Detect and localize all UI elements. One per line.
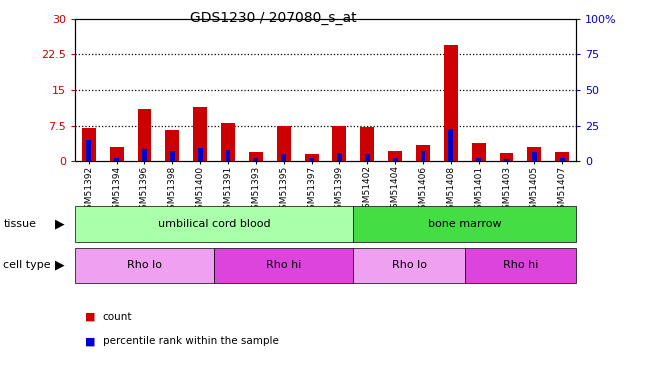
Text: percentile rank within the sample: percentile rank within the sample (103, 336, 279, 346)
Bar (560, 158, 564, 161)
Bar (527, 147, 542, 161)
Bar (504, 159, 509, 161)
Text: ▶: ▶ (55, 217, 64, 231)
Bar (165, 130, 179, 161)
Text: cell type: cell type (3, 260, 51, 270)
Bar (75, 248, 214, 283)
Text: count: count (103, 312, 132, 322)
Text: tissue: tissue (3, 219, 36, 229)
Bar (226, 150, 230, 161)
Text: GDS1230 / 207080_s_at: GDS1230 / 207080_s_at (190, 11, 357, 25)
Bar (353, 248, 465, 283)
Bar (253, 158, 258, 161)
Bar (532, 152, 537, 161)
Bar (82, 128, 96, 161)
Text: Rho lo: Rho lo (391, 260, 426, 270)
Bar (221, 123, 235, 161)
Text: Rho hi: Rho hi (266, 260, 301, 270)
Bar (393, 158, 398, 161)
Bar (449, 129, 453, 161)
Bar (416, 145, 430, 161)
Bar (305, 154, 318, 161)
Bar (388, 151, 402, 161)
Bar (555, 152, 569, 161)
Bar (365, 154, 370, 161)
Bar (499, 153, 514, 161)
Bar (465, 248, 576, 283)
Bar (281, 154, 286, 161)
Bar (472, 143, 486, 161)
Text: umbilical cord blood: umbilical cord blood (158, 219, 270, 229)
Bar (170, 151, 174, 161)
Bar (137, 109, 152, 161)
Bar (109, 147, 124, 161)
Bar (337, 153, 342, 161)
Bar (309, 158, 314, 161)
Bar (87, 140, 91, 161)
Text: Rho hi: Rho hi (503, 260, 538, 270)
Text: ■: ■ (85, 336, 95, 346)
Bar (214, 248, 353, 283)
Bar (249, 152, 263, 161)
Bar (75, 206, 353, 242)
Bar (353, 206, 576, 242)
Text: bone marrow: bone marrow (428, 219, 501, 229)
Text: ■: ■ (85, 312, 95, 322)
Bar (421, 151, 425, 161)
Bar (333, 126, 346, 161)
Bar (277, 126, 291, 161)
Bar (114, 158, 119, 161)
Text: ▶: ▶ (55, 259, 64, 272)
Bar (142, 149, 147, 161)
Bar (198, 148, 202, 161)
Text: Rho lo: Rho lo (127, 260, 162, 270)
Bar (193, 106, 207, 161)
Bar (360, 127, 374, 161)
Bar (477, 158, 481, 161)
Bar (444, 45, 458, 161)
